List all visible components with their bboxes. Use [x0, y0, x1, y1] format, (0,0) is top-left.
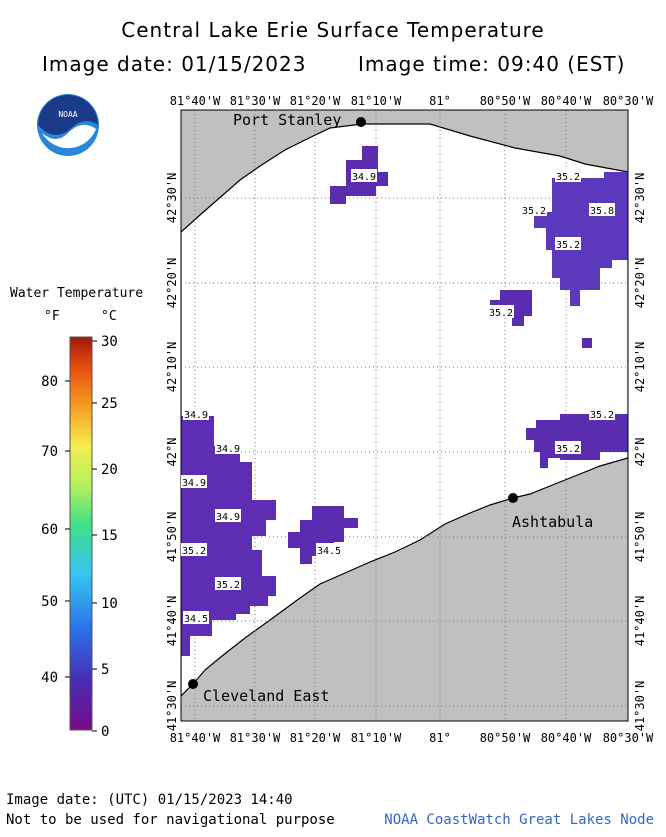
lat-label-right: 41°50'N	[633, 512, 647, 563]
temperature-label: 34.9	[182, 478, 206, 489]
lon-label-top: 80°40'W	[541, 94, 592, 108]
noaa-logo-icon: NOAA	[37, 94, 99, 156]
lon-label-bottom: 81°30'W	[230, 731, 281, 745]
temperature-label-bg	[589, 203, 615, 216]
legend-f-tick: 60	[41, 522, 58, 538]
lake-water	[181, 123, 628, 697]
temperature-label: 35.2	[556, 444, 580, 455]
page-title: Central Lake Erie Surface Temperature	[121, 18, 545, 42]
credit: NOAA CoastWatch Great Lakes Node	[384, 812, 654, 828]
temperature-label: 35.8	[590, 206, 614, 217]
temperature-label-bg	[215, 441, 241, 454]
lon-label-top: 80°30'W	[603, 94, 654, 108]
temperature-label-bg	[521, 203, 547, 216]
temperature-label: 35.2	[556, 172, 580, 183]
map-frame	[180, 109, 629, 722]
temperature-label: 35.2	[182, 546, 206, 557]
place-name: Ashtabula	[512, 513, 593, 531]
legend-unit-c: °C	[101, 309, 117, 324]
temperature-label-bg	[183, 407, 209, 420]
temperature-label: 34.9	[184, 410, 208, 421]
lat-label-left: 42°30'N	[165, 173, 179, 224]
lon-label-bottom: 80°50'W	[480, 731, 531, 745]
lat-label-left: 42°20'N	[165, 258, 179, 309]
temperature-label: 35.2	[216, 580, 240, 591]
lon-label-bottom: 81°40'W	[170, 731, 221, 745]
place-name: Cleveland East	[203, 687, 329, 705]
lon-label-top: 81°20'W	[290, 94, 341, 108]
lat-label-right: 42°10'N	[633, 342, 647, 393]
lat-label-right: 42°20'N	[633, 258, 647, 309]
temperature-label-bg	[555, 441, 581, 454]
temperature-label: 35.2	[556, 240, 580, 251]
legend-c-tick: 30	[101, 334, 118, 350]
disclaimer: Not to be used for navigational purpose	[6, 812, 335, 828]
lat-label-left: 41°50'N	[165, 512, 179, 563]
temperature-label: 34.9	[352, 172, 376, 183]
place-marker	[508, 493, 518, 503]
legend-c-tick: 0	[101, 724, 109, 740]
temperature-label-bg	[555, 237, 581, 250]
temperature-label: 34.9	[216, 444, 240, 455]
place-name: Port Stanley	[233, 111, 341, 129]
color-bar	[69, 336, 93, 731]
temperature-label-bg	[215, 509, 241, 522]
legend-unit-f: °F	[44, 309, 60, 324]
image-time: Image time: 09:40 (EST)	[358, 52, 626, 76]
lat-label-right: 41°40'N	[633, 596, 647, 647]
legend-title: Water Temperature	[10, 286, 143, 301]
legend-c-tick: 20	[101, 462, 118, 478]
temperature-label: 35.2	[489, 308, 513, 319]
temperature-label: 34.9	[216, 512, 240, 523]
temperature-label: 35.2	[522, 206, 546, 217]
lat-label-right: 42°N	[633, 438, 647, 467]
place-marker	[188, 679, 198, 689]
lon-label-top: 81°30'W	[230, 94, 281, 108]
temperature-label-bg	[215, 577, 241, 590]
legend-f-tick: 80	[41, 374, 58, 390]
lon-label-top: 81°10'W	[351, 94, 402, 108]
temperature-label-bg	[351, 169, 377, 182]
temperature-label: 34.5	[184, 614, 208, 625]
lat-label-left: 41°30'N	[165, 681, 179, 732]
legend-c-tick: 25	[101, 396, 118, 412]
legend-c-tick: 10	[101, 596, 118, 612]
lat-label-left: 41°40'N	[165, 596, 179, 647]
temperature-label-bg	[183, 611, 209, 624]
legend-f-tick: 40	[41, 670, 58, 686]
temperature-label: 34.5	[317, 546, 341, 557]
temperature-label-bg	[181, 543, 207, 556]
temperature-label-bg	[181, 475, 207, 488]
temperature-label-bg	[316, 543, 342, 556]
image-date: Image date: 01/15/2023	[42, 52, 307, 76]
lat-label-left: 42°10'N	[165, 342, 179, 393]
lon-label-top: 80°50'W	[480, 94, 531, 108]
logo-text: NOAA	[58, 110, 77, 119]
lat-label-right: 41°30'N	[633, 681, 647, 732]
lon-label-bottom: 81°10'W	[351, 731, 402, 745]
lon-label-top: 81°	[429, 94, 451, 108]
temperature-label-bg	[589, 407, 615, 420]
temperature-map: 81°40'W 81°30'W 81°20'W 81°10'W 81° 80°50'W 80…	[165, 94, 654, 745]
lon-label-bottom: 80°30'W	[603, 731, 654, 745]
temperature-label-bg	[555, 169, 581, 182]
lon-label-bottom: 81°	[429, 731, 451, 745]
lat-label-left: 42°N	[165, 438, 179, 467]
temperature-label-bg	[488, 305, 514, 318]
utc-date: Image date: (UTC) 01/15/2023 14:40	[6, 792, 293, 808]
legend-c-tick: 15	[101, 528, 118, 544]
legend-f-tick: 70	[41, 444, 58, 460]
lat-label-right: 42°30'N	[633, 173, 647, 224]
lon-label-top: 81°40'W	[170, 94, 221, 108]
lon-label-bottom: 81°20'W	[290, 731, 341, 745]
lon-label-bottom: 80°40'W	[541, 731, 592, 745]
legend-f-tick: 50	[41, 594, 58, 610]
legend-c-tick: 5	[101, 662, 109, 678]
place-marker	[356, 117, 366, 127]
temperature-label: 35.2	[590, 410, 614, 421]
